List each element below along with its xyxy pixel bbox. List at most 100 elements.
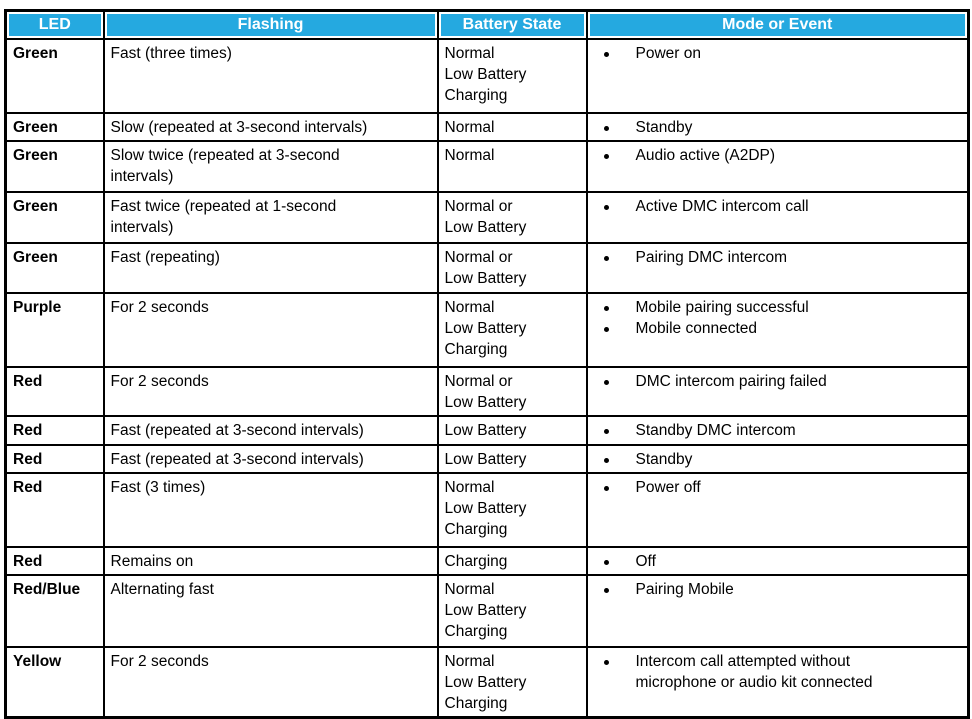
mode-event-item: Audio active (A2DP) xyxy=(594,145,964,166)
flashing-cell: For 2 seconds xyxy=(102,292,439,368)
battery-state-cell: Normal xyxy=(436,112,588,142)
led-cell: Red xyxy=(4,546,105,576)
led-cell: Green xyxy=(4,242,105,294)
led-cell: Green xyxy=(4,140,105,193)
mode-event-item: Standby xyxy=(594,449,964,470)
table-row: Green Fast (three times) Normal Low Batt… xyxy=(4,38,970,114)
mode-event-item: Standby DMC intercom xyxy=(594,420,964,441)
mode-event-item: Power off xyxy=(594,477,964,498)
battery-state-cell: Normal Low Battery Charging xyxy=(436,646,588,719)
table-row: Red/Blue Alternating fast Normal Low Bat… xyxy=(4,574,970,648)
table-row: Green Fast (repeating) Normal or Low Bat… xyxy=(4,242,970,294)
led-cell: Yellow xyxy=(4,646,105,719)
mode-event-item: Pairing DMC intercom xyxy=(594,247,964,268)
table-row: Red Fast (repeated at 3-second intervals… xyxy=(4,444,970,474)
bullet-icon xyxy=(603,380,609,385)
table-row: Red Fast (repeated at 3-second intervals… xyxy=(4,415,970,446)
mode-event-text: Pairing DMC intercom xyxy=(635,249,788,266)
flashing-cell: Fast twice (repeated at 1-second interva… xyxy=(102,191,439,244)
bullet-icon xyxy=(603,154,609,159)
header-battery-state: Battery State xyxy=(436,9,588,40)
mode-event-item: Intercom call attempted without micropho… xyxy=(594,651,964,693)
led-cell: Red xyxy=(4,444,105,474)
mode-event-cell: Audio active (A2DP) xyxy=(585,140,970,193)
battery-state-cell: Normal Low Battery Charging xyxy=(436,38,588,114)
mode-event-text: Off xyxy=(635,553,656,570)
table-row: Red Remains on Charging Off xyxy=(4,546,970,576)
mode-event-cell: Standby xyxy=(585,112,970,142)
mode-event-item: DMC intercom pairing failed xyxy=(594,371,964,392)
flashing-cell: Fast (three times) xyxy=(102,38,439,114)
header-mode-or-event: Mode or Event xyxy=(585,9,970,40)
bullet-icon xyxy=(603,205,609,210)
mode-event-text: Standby DMC intercom xyxy=(635,422,796,439)
header-row: LED Flashing Battery State Mode or Event xyxy=(4,9,970,40)
table-row: Green Slow (repeated at 3-second interva… xyxy=(4,112,970,142)
flashing-cell: Fast (3 times) xyxy=(102,472,439,548)
mode-event-cell: Pairing DMC intercom xyxy=(585,242,970,294)
table-row: Green Slow twice (repeated at 3-second i… xyxy=(4,140,970,193)
bullet-icon xyxy=(603,126,609,131)
battery-state-cell: Normal Low Battery Charging xyxy=(436,292,588,368)
table-row: Red For 2 seconds Normal or Low Battery … xyxy=(4,366,970,417)
mode-event-item: Power on xyxy=(594,43,964,64)
battery-state-cell: Normal or Low Battery xyxy=(436,242,588,294)
led-cell: Green xyxy=(4,112,105,142)
mode-event-cell: Standby xyxy=(585,444,970,474)
led-cell: Red xyxy=(4,472,105,548)
mode-event-text: Pairing Mobile xyxy=(635,581,734,598)
bullet-icon xyxy=(603,660,609,665)
bullet-icon xyxy=(603,256,609,261)
bullet-icon xyxy=(603,306,609,311)
mode-event-text: Standby xyxy=(635,119,693,136)
led-cell: Red xyxy=(4,415,105,446)
led-cell: Purple xyxy=(4,292,105,368)
led-cell: Green xyxy=(4,38,105,114)
mode-event-item: Active DMC intercom call xyxy=(594,196,964,217)
led-status-table: LED Flashing Battery State Mode or Event… xyxy=(4,9,970,719)
header-flashing: Flashing xyxy=(102,9,439,40)
flashing-cell: Fast (repeated at 3-second intervals) xyxy=(102,415,439,446)
battery-state-cell: Normal or Low Battery xyxy=(436,366,588,417)
battery-state-cell: Normal xyxy=(436,140,588,193)
table-row: Purple For 2 seconds Normal Low Battery … xyxy=(4,292,970,368)
table-row: Green Fast twice (repeated at 1-second i… xyxy=(4,191,970,244)
bullet-icon xyxy=(603,327,609,332)
mode-event-cell: Power on xyxy=(585,38,970,114)
flashing-cell: Slow (repeated at 3-second intervals) xyxy=(102,112,439,142)
mode-event-text: Mobile pairing successful xyxy=(635,299,809,316)
mode-event-text: Active DMC intercom call xyxy=(635,198,809,215)
bullet-icon xyxy=(603,588,609,593)
flashing-cell: Fast (repeating) xyxy=(102,242,439,294)
bullet-icon xyxy=(603,560,609,565)
mode-event-cell: Off xyxy=(585,546,970,576)
mode-event-item: Off xyxy=(594,551,964,572)
mode-event-text: DMC intercom pairing failed xyxy=(635,373,827,390)
battery-state-cell: Charging xyxy=(436,546,588,576)
battery-state-cell: Normal Low Battery Charging xyxy=(436,472,588,548)
bullet-icon xyxy=(603,486,609,491)
battery-state-cell: Normal Low Battery Charging xyxy=(436,574,588,648)
mode-event-text: Power on xyxy=(635,45,701,62)
mode-event-cell: Standby DMC intercom xyxy=(585,415,970,446)
mode-event-text: Power off xyxy=(635,479,701,496)
mode-event-text: Standby xyxy=(635,451,693,468)
bullet-icon xyxy=(603,458,609,463)
bullet-icon xyxy=(603,52,609,57)
table-row: Red Fast (3 times) Normal Low Battery Ch… xyxy=(4,472,970,548)
flashing-cell: For 2 seconds xyxy=(102,646,439,719)
battery-state-cell: Low Battery xyxy=(436,444,588,474)
led-cell: Red xyxy=(4,366,105,417)
mode-event-cell: Active DMC intercom call xyxy=(585,191,970,244)
flashing-cell: Fast (repeated at 3-second intervals) xyxy=(102,444,439,474)
mode-event-text: Mobile connected xyxy=(635,320,758,337)
battery-state-cell: Low Battery xyxy=(436,415,588,446)
flashing-cell: Alternating fast xyxy=(102,574,439,648)
header-led: LED xyxy=(4,9,105,40)
battery-state-cell: Normal or Low Battery xyxy=(436,191,588,244)
mode-event-cell: Mobile pairing successful Mobile connect… xyxy=(585,292,970,368)
flashing-cell: For 2 seconds xyxy=(102,366,439,417)
led-cell: Red/Blue xyxy=(4,574,105,648)
mode-event-item: Pairing Mobile xyxy=(594,579,964,600)
